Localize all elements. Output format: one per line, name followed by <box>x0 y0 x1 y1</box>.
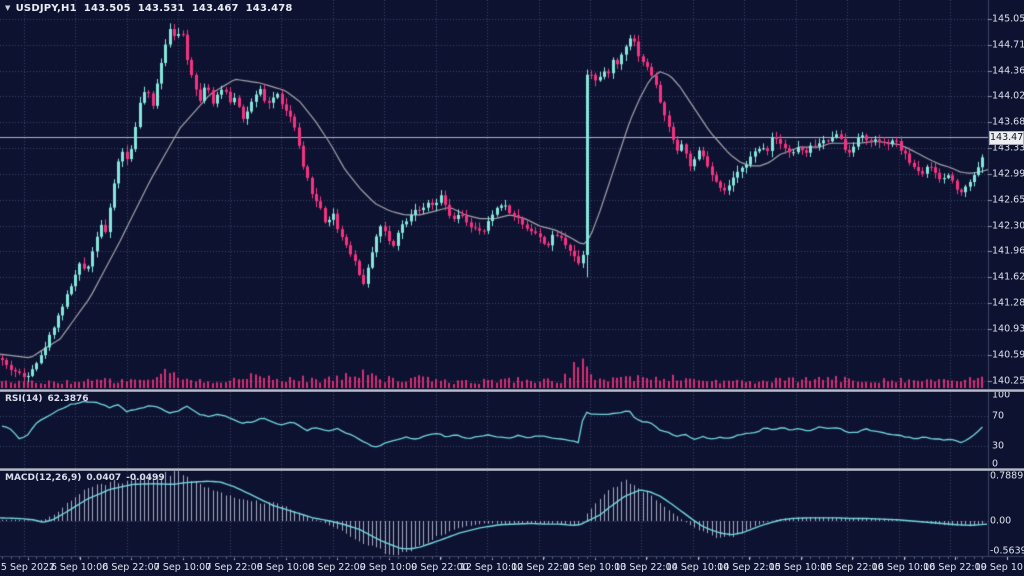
rsi-scale-label: 70 <box>992 410 1005 422</box>
time-tick-label: 7 Sep 22:00 <box>205 562 263 573</box>
time-tick-label: 9 Sep 22:00 <box>411 562 469 573</box>
macd-scale-label: -0.5639 <box>990 545 1024 557</box>
price-tick-label: 144.710 <box>992 39 1024 51</box>
time-tick-label: 12 Sep 10:00 <box>459 562 524 573</box>
time-tick-label: 13 Sep 10:00 <box>562 562 627 573</box>
price-tick-label: 144.020 <box>992 90 1024 102</box>
price-tick-label: 141.965 <box>992 245 1024 257</box>
time-tick-label: 6 Sep 22:00 <box>102 562 160 573</box>
time-tick-label: 16 Sep 10:00 <box>871 562 936 573</box>
price-tick-label: 143.680 <box>992 116 1024 128</box>
time-tick-label: 15 Sep 22:00 <box>820 562 884 573</box>
rsi-scale-label: 0 <box>992 458 999 470</box>
current-price-tag: 143.478 <box>989 131 1024 145</box>
time-tick-label: 14 Sep 10:00 <box>665 562 730 573</box>
ohlc-high: 143.531 <box>137 3 185 14</box>
price-tick-label: 141.620 <box>992 271 1024 283</box>
time-tick-label: 13 Sep 22:00 <box>614 562 678 573</box>
time-tick-label: 14 Sep 22:00 <box>717 562 781 573</box>
chart-title-bar: ▼ USDJPY,H1 143.505 143.531 143.467 143.478 <box>5 3 293 14</box>
rsi-indicator-label: RSI(14) 62.3876 <box>5 394 89 404</box>
price-tick-label: 142.995 <box>992 168 1024 180</box>
rsi-scale-label: 30 <box>992 440 1005 452</box>
chart-collapse-icon[interactable]: ▼ <box>5 4 11 12</box>
macd-signal-value: -0.0499 <box>126 473 165 483</box>
price-tick-label: 142.305 <box>992 220 1024 232</box>
price-tick-label: 145.050 <box>992 13 1024 25</box>
panel-separator-macd[interactable] <box>0 467 1024 471</box>
time-tick-label: 15 Sep 10:00 <box>768 562 833 573</box>
price-tick-label: 141.280 <box>992 297 1024 309</box>
time-tick-label: 9 Sep 10:00 <box>359 562 418 573</box>
time-tick-label: 5 Sep 2022 <box>0 562 56 573</box>
time-tick-label: 12 Sep 22:00 <box>511 562 575 573</box>
time-tick-label: 8 Sep 10:00 <box>256 562 315 573</box>
symbol-period-label: USDJPY,H1 <box>15 3 77 14</box>
ohlc-low: 143.467 <box>191 3 239 14</box>
price-tick-label: 140.590 <box>992 349 1024 361</box>
macd-name: MACD(12,26,9) <box>5 473 82 483</box>
price-tick-label: 143.335 <box>992 142 1024 154</box>
time-tick-label: 6 Sep 10:00 <box>50 562 109 573</box>
rsi-value: 62.3876 <box>47 394 89 404</box>
rsi-scale-label: 100 <box>992 389 1011 401</box>
macd-scale-label: 0.00 <box>990 515 1012 527</box>
time-tick-label: 16 Sep 22:00 <box>923 562 987 573</box>
price-tick-label: 140.250 <box>992 375 1024 386</box>
price-tick-label: 144.365 <box>992 65 1024 77</box>
ohlc-close: 143.478 <box>245 3 293 14</box>
macd-main-value: 0.0407 <box>86 473 122 483</box>
price-tick-label: 142.650 <box>992 194 1024 206</box>
time-tick-label: 7 Sep 10:00 <box>153 562 212 573</box>
time-tick-label: 8 Sep 22:00 <box>308 562 366 573</box>
price-tick-label: 140.935 <box>992 323 1024 335</box>
macd-indicator-label: MACD(12,26,9) 0.0407 -0.0499 <box>5 473 165 483</box>
rsi-name: RSI(14) <box>5 394 43 404</box>
ohlc-open: 143.505 <box>83 3 131 14</box>
macd-scale-label: 0.7889 <box>990 470 1024 482</box>
time-tick-label: 19 Sep 10:00 <box>974 562 1024 573</box>
panel-separator-rsi[interactable] <box>0 388 1024 392</box>
